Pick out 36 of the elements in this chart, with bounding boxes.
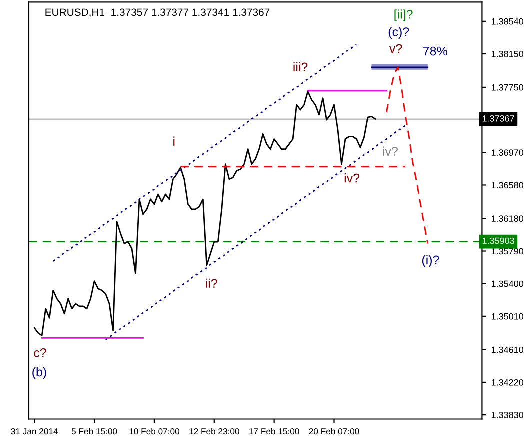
annotation: i <box>174 136 175 146</box>
line-series <box>105 125 406 341</box>
annotation: (c)? <box>388 27 410 39</box>
annotation: c? <box>34 348 46 358</box>
y-tick-label: 1.35010 <box>492 313 524 320</box>
annotation: [ii]? <box>394 10 413 22</box>
annotation: (b) <box>32 367 46 380</box>
y-tick-label: 1.36580 <box>492 182 524 189</box>
annotation: ii? <box>206 278 218 288</box>
x-tick-label: 12 Feb 23:00 <box>190 428 240 435</box>
y-tick-label: 1.36970 <box>492 150 524 156</box>
ref-line-label: 1.35903 <box>482 238 514 244</box>
y-tick-label: 1.36180 <box>492 216 524 222</box>
line-series <box>34 90 376 336</box>
annotation: iii? <box>294 62 308 72</box>
y-tick-label: 1.35400 <box>492 280 524 288</box>
x-tick-label: 17 Feb 15:00 <box>250 428 300 435</box>
y-tick-label: 1.35790 <box>492 248 524 255</box>
y-tick-label: 1.38150 <box>492 50 524 58</box>
x-tick-label: 20 Feb 07:00 <box>309 428 360 435</box>
annotation: 78% <box>424 46 448 56</box>
ref-line-label: 1.37367 <box>482 115 514 122</box>
y-tick-label: 1.37750 <box>492 84 524 91</box>
annotation: (i)? <box>422 255 440 268</box>
annotation: iv? <box>344 174 360 183</box>
line-series <box>52 44 358 262</box>
annotation: v? <box>390 44 402 54</box>
x-tick-label: 5 Feb 15:00 <box>72 428 118 435</box>
annotation: iv? <box>383 146 398 156</box>
y-tick-label: 1.34610 <box>492 346 524 354</box>
x-tick-label: 10 Feb 07:00 <box>130 428 180 435</box>
y-tick-label: 1.38540 <box>492 18 524 25</box>
x-tick-label: 31 Jan 2014 <box>11 428 58 435</box>
y-tick-label: 1.34220 <box>492 379 524 386</box>
y-tick-label: 1.33830 <box>492 412 524 418</box>
text: EURUSD,H1 1.37357 1.37377 1.37341 1.37367 <box>46 8 270 18</box>
